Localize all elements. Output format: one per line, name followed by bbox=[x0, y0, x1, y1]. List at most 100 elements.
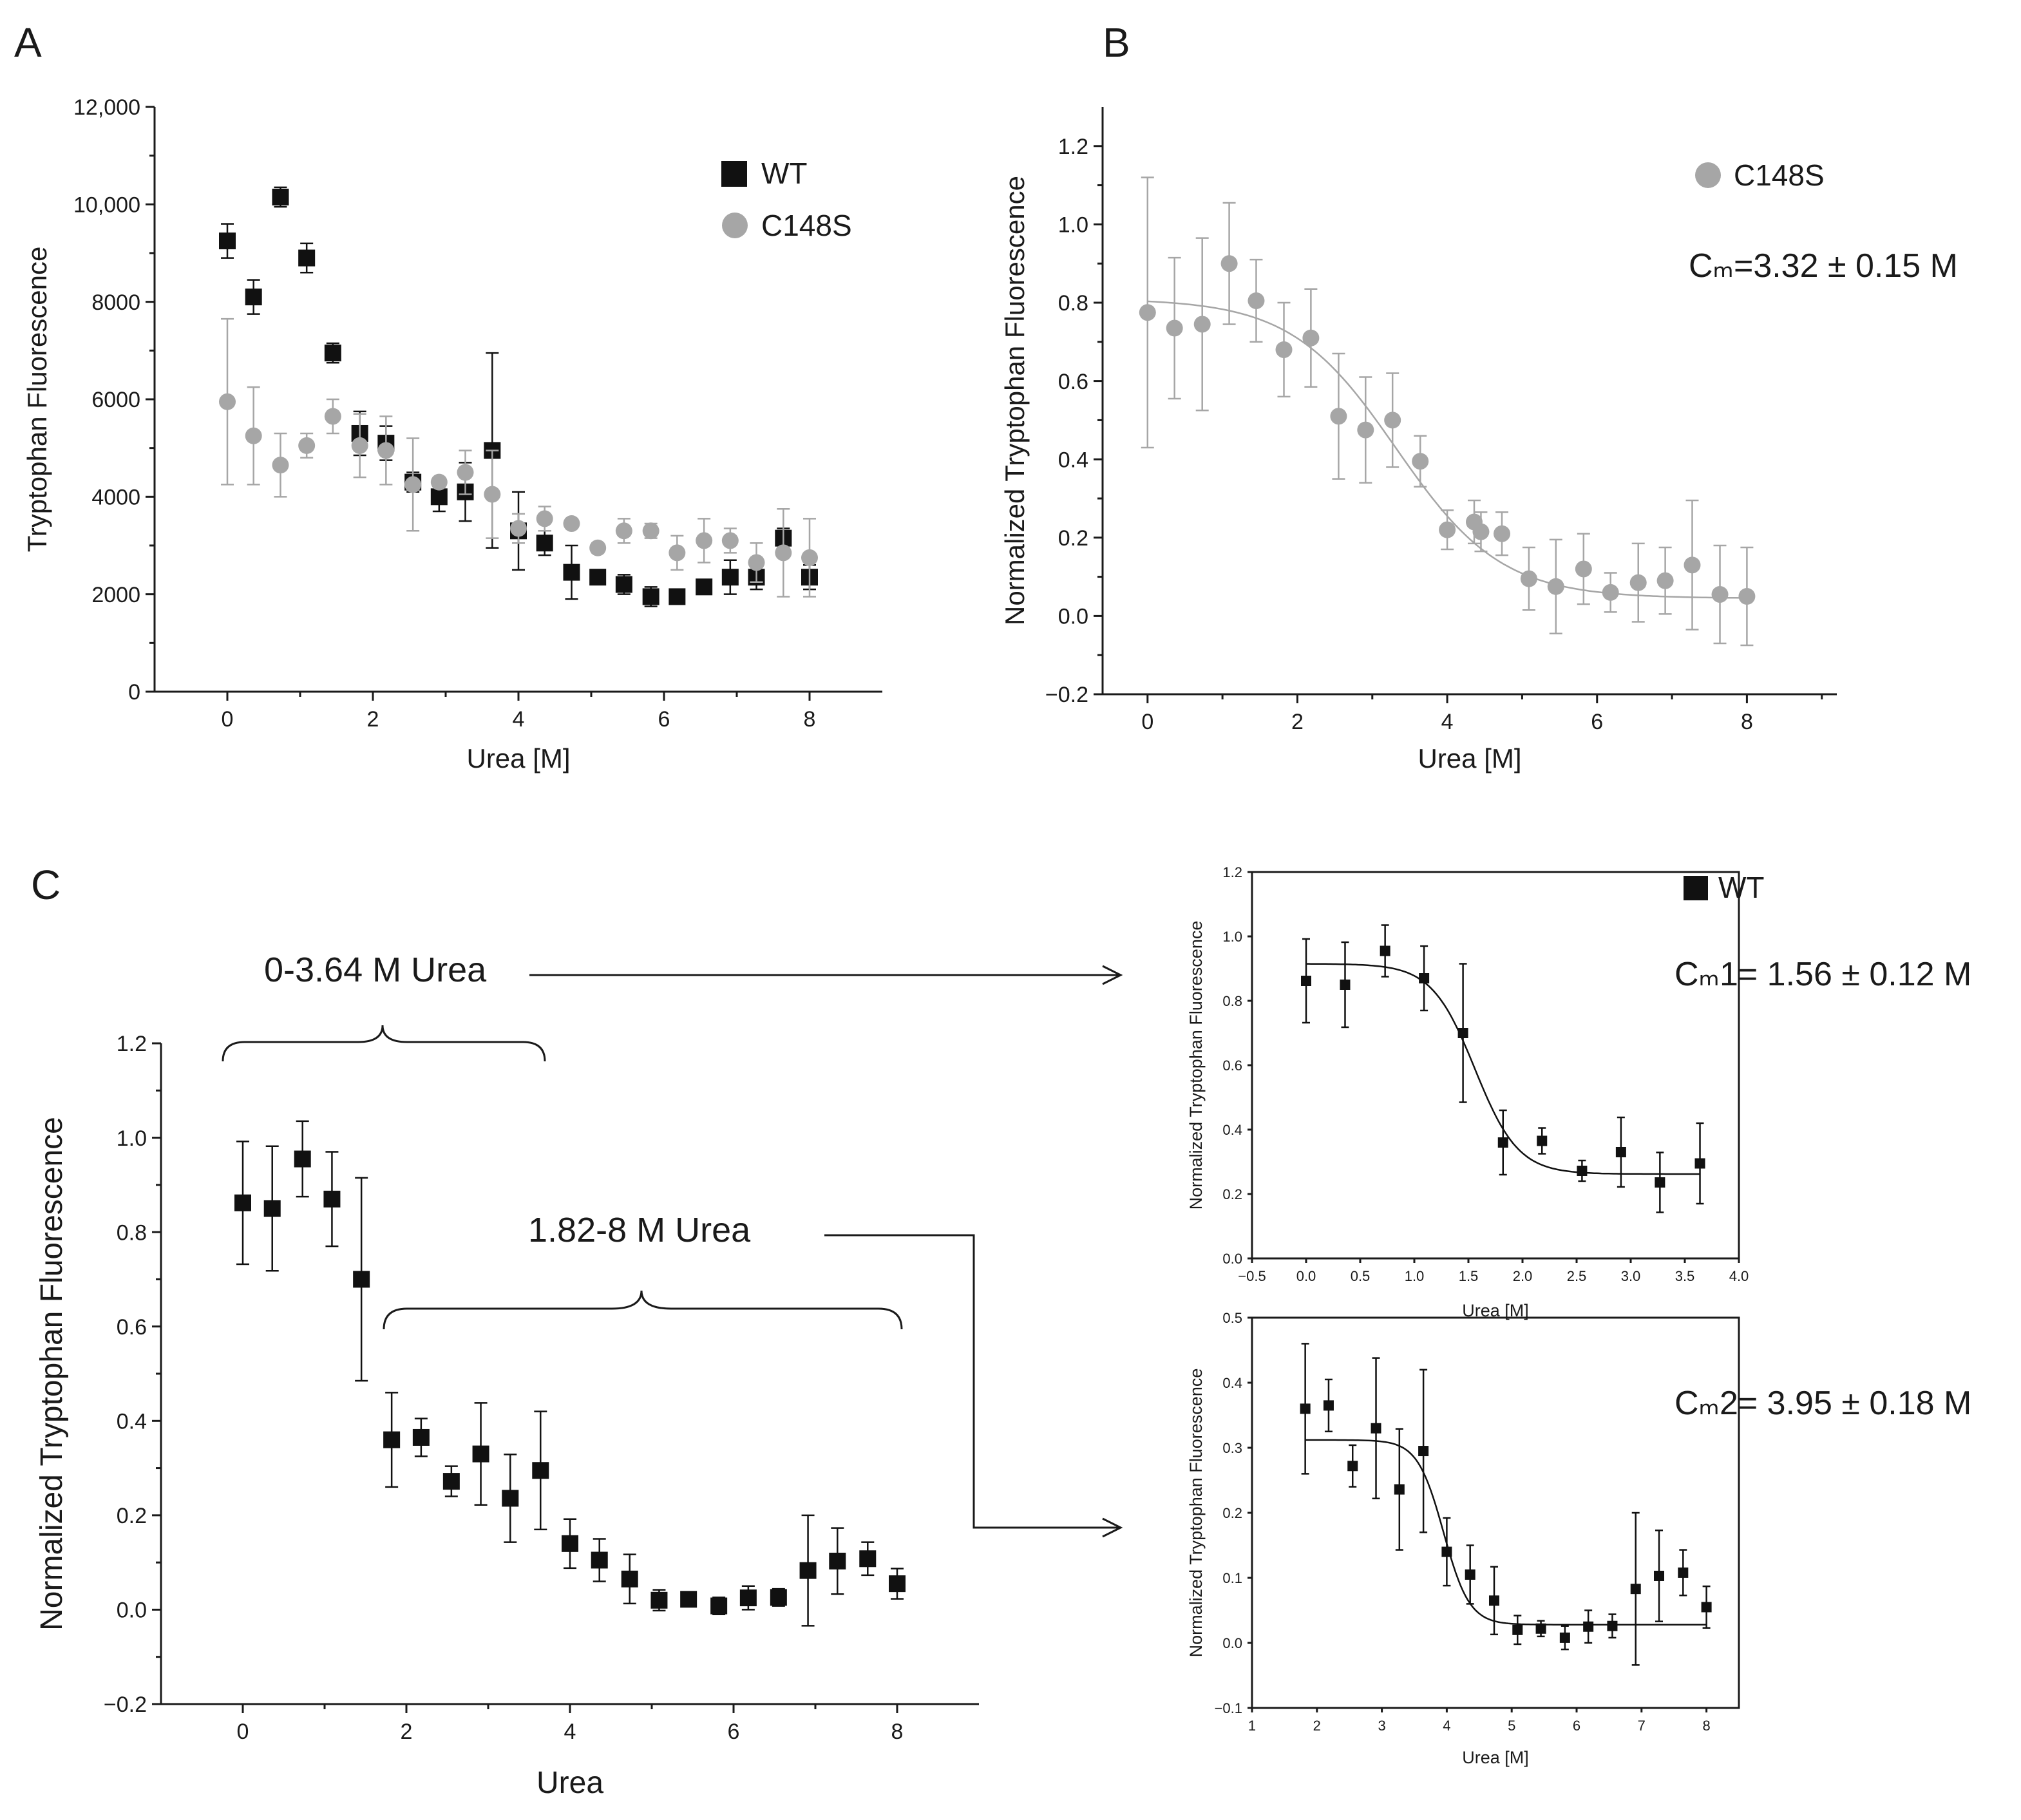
x-tick-label: 1.5 bbox=[1459, 1268, 1479, 1284]
data-point-wt bbox=[383, 1431, 401, 1448]
data-point-wt bbox=[234, 1194, 251, 1211]
data-point-wt bbox=[263, 1200, 281, 1217]
data-point-wt bbox=[859, 1550, 877, 1568]
data-point-wt bbox=[1535, 1623, 1546, 1634]
y-tick-label: 0.4 bbox=[1222, 1122, 1242, 1138]
data-point-c148s bbox=[1684, 556, 1701, 574]
data-point-wt bbox=[669, 588, 686, 605]
data-point-c148s bbox=[1656, 572, 1674, 589]
data-point-c148s bbox=[1302, 329, 1320, 346]
y-tick-label: 0.0 bbox=[1222, 1635, 1242, 1651]
data-point-wt bbox=[1694, 1158, 1705, 1169]
x-tick-label: 6 bbox=[658, 707, 670, 732]
data-point-c148s bbox=[615, 522, 632, 540]
data-point-wt bbox=[532, 1462, 549, 1479]
data-point-c148s bbox=[1575, 560, 1592, 578]
cm2-annotation: Cₘ2= 3.95 ± 0.18 M bbox=[1675, 1385, 1971, 1422]
y-tick-label: −0.2 bbox=[104, 1692, 147, 1717]
data-point-c148s bbox=[1220, 255, 1238, 272]
x-tick-label: 3.5 bbox=[1675, 1268, 1695, 1284]
y-tick-label: 2000 bbox=[91, 583, 140, 607]
brace-range1 bbox=[222, 1025, 546, 1062]
y-tick-label: 1.0 bbox=[1222, 929, 1242, 945]
data-point-c148s bbox=[484, 486, 501, 503]
arrow-range1-head bbox=[1102, 965, 1123, 985]
y-tick-label: 0.6 bbox=[117, 1315, 147, 1340]
data-point-wt bbox=[1418, 1446, 1429, 1457]
data-point-wt bbox=[324, 345, 341, 362]
y-tick-label: −0.1 bbox=[1215, 1700, 1242, 1716]
data-point-wt bbox=[1301, 976, 1311, 986]
y-axis-label: Normalized Tryptophan Fluorescence bbox=[1186, 1369, 1206, 1658]
data-point-c148s bbox=[1166, 319, 1183, 337]
legend-c148s-marker-b bbox=[1695, 162, 1721, 188]
y-tick-label: 12,000 bbox=[73, 95, 140, 120]
data-point-c148s bbox=[1602, 583, 1619, 601]
data-point-c148s bbox=[1357, 421, 1374, 439]
data-point-c148s bbox=[563, 515, 580, 532]
data-point-c148s bbox=[457, 464, 474, 481]
x-tick-label: 2.0 bbox=[1513, 1268, 1533, 1284]
data-point-wt bbox=[589, 569, 607, 586]
data-point-wt bbox=[1537, 1135, 1548, 1146]
data-point-c148s bbox=[536, 510, 553, 527]
data-point-wt bbox=[1340, 980, 1351, 990]
data-point-c148s bbox=[1520, 570, 1537, 587]
data-point-wt bbox=[680, 1591, 697, 1608]
y-tick-label: 0.8 bbox=[117, 1220, 147, 1245]
x-tick-label: 5 bbox=[1508, 1718, 1515, 1734]
y-tick-label: 0.0 bbox=[1058, 605, 1088, 629]
data-point-wt bbox=[1559, 1632, 1570, 1643]
data-point-wt bbox=[472, 1445, 489, 1463]
x-tick-label: 6 bbox=[1573, 1718, 1580, 1734]
x-tick-label: 2.5 bbox=[1567, 1268, 1587, 1284]
y-tick-label: 0 bbox=[128, 680, 140, 705]
data-point-wt bbox=[353, 1271, 370, 1288]
data-point-wt bbox=[621, 1570, 638, 1588]
data-point-wt bbox=[829, 1552, 846, 1569]
x-tick-label: 8 bbox=[804, 707, 816, 732]
arrow-range2-head bbox=[1102, 1517, 1123, 1538]
y-tick-label: 0.2 bbox=[1058, 526, 1088, 551]
y-tick-label: 0.2 bbox=[1222, 1186, 1242, 1202]
legend-c148s-label-b: C148S bbox=[1734, 158, 1825, 192]
x-axis-label: Urea [M] bbox=[466, 743, 570, 773]
x-tick-label: 6 bbox=[728, 1720, 740, 1744]
data-point-wt bbox=[710, 1597, 728, 1615]
y-tick-label: 1.2 bbox=[1222, 864, 1242, 880]
legend-wt-marker bbox=[721, 161, 747, 187]
data-point-c148s bbox=[1494, 525, 1511, 542]
data-point-wt bbox=[1419, 973, 1430, 983]
data-point-c148s bbox=[801, 549, 818, 566]
y-tick-label: 0.6 bbox=[1058, 370, 1088, 394]
panel-label-b: B bbox=[1103, 19, 1130, 66]
x-tick-label: 0 bbox=[1141, 710, 1153, 734]
y-tick-label: 0.6 bbox=[1222, 1057, 1242, 1074]
data-point-wt bbox=[1701, 1602, 1712, 1613]
y-tick-label: 0.8 bbox=[1222, 993, 1242, 1009]
y-tick-label: 0.4 bbox=[1222, 1375, 1242, 1391]
range2-label: 1.82-8 M Urea bbox=[528, 1211, 751, 1249]
x-tick-label: 8 bbox=[1741, 710, 1753, 734]
y-tick-label: −0.2 bbox=[1045, 683, 1088, 707]
data-point-c148s bbox=[1738, 588, 1756, 605]
y-tick-label: 0.1 bbox=[1222, 1570, 1242, 1586]
panel-label-c: C bbox=[31, 862, 61, 908]
y-tick-label: 1.2 bbox=[1058, 135, 1088, 159]
data-point-c148s bbox=[589, 539, 607, 556]
legend-panel-c: WT bbox=[1684, 871, 1765, 904]
data-point-wt bbox=[889, 1575, 906, 1593]
chart-panel-a: 0 2 4 6 8 0 2000 4000 6000 8000 10,000 12,000 Urea [… bbox=[22, 95, 882, 773]
data-point-c148s bbox=[1439, 521, 1456, 538]
data-point-c148s bbox=[748, 554, 765, 571]
plot-frame bbox=[1251, 871, 1740, 1260]
data-point-c148s bbox=[669, 544, 686, 562]
plot-frame bbox=[1251, 1316, 1740, 1709]
x-tick-label: 3.0 bbox=[1621, 1268, 1641, 1284]
data-point-wt bbox=[721, 569, 739, 586]
y-tick-label: 1.0 bbox=[1058, 213, 1088, 238]
data-point-c148s bbox=[1547, 578, 1564, 595]
legend-wt-label-c: WT bbox=[1718, 871, 1765, 904]
chart-panel-c-inset-2: 1 2 3 4 5 6 7 8 −0.1 0.0 0.1 0.2 0.3 0.4 0.5 Urea [M] No… bbox=[1186, 1310, 1740, 1767]
